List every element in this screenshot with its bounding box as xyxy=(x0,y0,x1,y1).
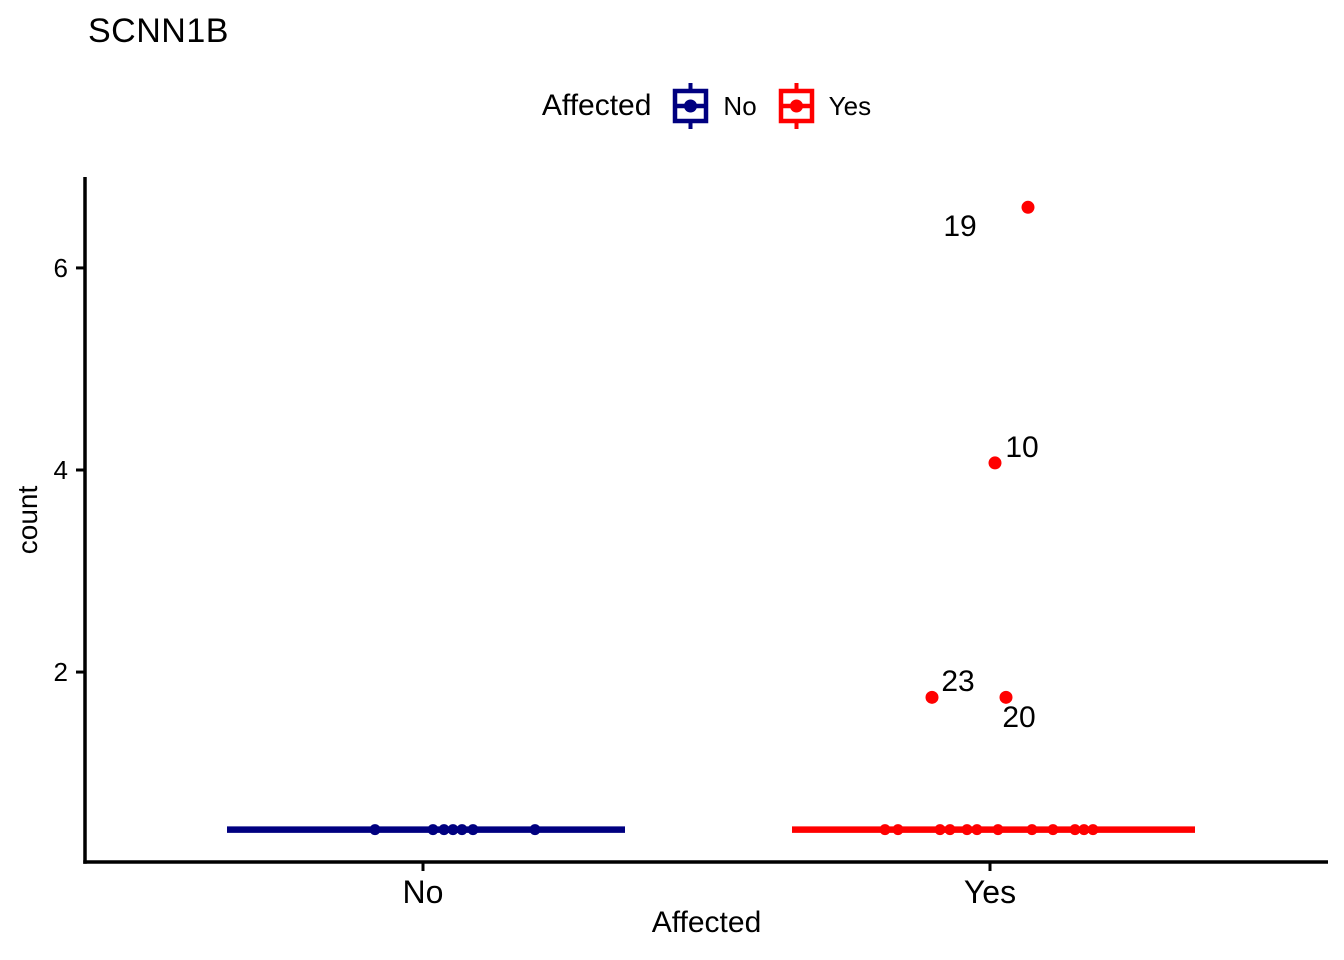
boxplot-key-icon xyxy=(778,83,814,129)
outlier-point-yes xyxy=(925,690,939,704)
jitter-point-yes xyxy=(892,824,904,836)
legend-item-label: Yes xyxy=(828,90,872,121)
jitter-point-yes xyxy=(961,824,973,836)
jitter-point-yes xyxy=(944,824,956,836)
jitter-point-yes xyxy=(1047,824,1059,836)
jitter-point-no xyxy=(438,824,450,836)
jitter-point-yes xyxy=(934,824,946,836)
jitter-point-no xyxy=(447,824,459,836)
jitter-point-yes xyxy=(1069,824,1081,836)
legend: Affected No Yes xyxy=(85,78,1328,134)
outlier-point-yes xyxy=(999,690,1013,704)
jitter-point-no xyxy=(456,824,468,836)
jitter-point-no xyxy=(529,824,541,836)
point-label: 10 xyxy=(1005,431,1038,464)
plot-title: SCNN1B xyxy=(88,12,229,50)
x-tick-label: No xyxy=(403,874,444,910)
jitter-point-no xyxy=(467,824,479,836)
jitter-point-yes xyxy=(971,824,983,836)
y-tick-label: 4 xyxy=(54,455,68,485)
jitter-point-yes xyxy=(1078,824,1090,836)
legend-title: Affected xyxy=(541,89,652,122)
y-tick-label: 6 xyxy=(54,253,68,283)
jitter-point-yes xyxy=(879,824,891,836)
legend-item-label: No xyxy=(723,90,757,121)
x-tick-label: Yes xyxy=(964,874,1016,910)
jitter-point-yes xyxy=(1087,824,1099,836)
jitter-point-yes xyxy=(992,824,1004,836)
legend-item-yes: Yes xyxy=(778,82,871,130)
legend-item-no: No xyxy=(672,82,757,130)
outlier-point-yes xyxy=(1021,200,1035,214)
jitter-point-yes xyxy=(1026,824,1038,836)
jitter-point-no xyxy=(427,824,439,836)
x-axis-title: Affected xyxy=(651,906,762,939)
y-tick-label: 2 xyxy=(54,657,68,687)
outlier-point-yes xyxy=(988,456,1002,470)
point-label: 23 xyxy=(941,665,974,698)
boxplot-key-icon xyxy=(673,83,709,129)
point-label: 20 xyxy=(1002,701,1035,734)
jitter-point-no xyxy=(369,824,381,836)
y-axis-title: count xyxy=(12,485,43,555)
point-label: 19 xyxy=(943,210,976,243)
